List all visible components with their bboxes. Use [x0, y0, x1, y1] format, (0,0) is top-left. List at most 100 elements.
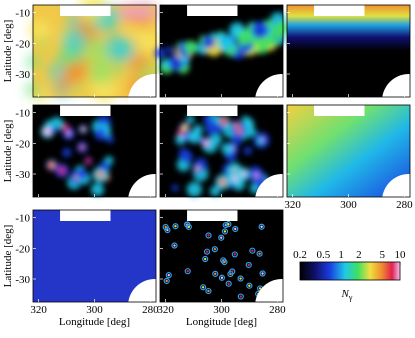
map-panel — [32, 104, 182, 228]
map-blob — [137, 30, 160, 53]
map-blob — [254, 173, 259, 178]
map-source — [185, 223, 192, 230]
map-blob — [81, 127, 86, 132]
map-source — [187, 225, 191, 229]
map-blob — [270, 25, 285, 39]
mask-notch — [187, 105, 238, 116]
map-source — [223, 260, 226, 264]
map-blob — [106, 135, 115, 144]
map-source — [246, 282, 253, 289]
map-panel — [154, 4, 309, 128]
map-blob — [186, 115, 195, 124]
map-blob — [205, 121, 220, 136]
map-source — [247, 263, 250, 267]
map-source — [227, 282, 230, 285]
map-source — [211, 246, 218, 253]
map-blob — [88, 59, 115, 85]
map-blob — [119, 5, 156, 17]
map-source — [214, 272, 217, 276]
map-blob — [50, 116, 64, 131]
map-blob — [184, 40, 198, 55]
x-axis-label: Longitude [deg] — [59, 316, 130, 328]
map-source — [186, 269, 189, 273]
y-tick-label: -20 — [15, 138, 30, 150]
map-blob — [79, 145, 85, 150]
map-panel — [32, 209, 182, 333]
map-blob — [217, 35, 235, 52]
map-source — [174, 225, 177, 228]
map-source — [207, 289, 210, 293]
mask-notch — [314, 105, 365, 116]
map-blob — [242, 117, 254, 128]
x-axis-label: Longitude [deg] — [186, 316, 257, 328]
map-source — [165, 279, 168, 283]
x-tick-label: 320 — [30, 304, 47, 316]
colorbar-label: Nγ — [341, 288, 353, 302]
mask-notch — [314, 5, 365, 16]
map-blob — [66, 131, 71, 136]
map-blob — [195, 166, 200, 171]
map-blob — [256, 138, 264, 145]
map-source — [237, 293, 244, 300]
mask-notch — [60, 105, 111, 116]
map-bg — [287, 105, 410, 197]
mask-notch — [187, 210, 238, 221]
y-tick-label: -30 — [15, 274, 30, 286]
map-blob — [202, 35, 216, 49]
map-source — [239, 295, 243, 298]
map-blob — [76, 168, 88, 180]
map-bg — [33, 210, 156, 302]
x-tick-label: 300 — [340, 199, 357, 211]
colorbar-tick-label: 5 — [380, 249, 386, 261]
colorbar-label-sub: γ — [348, 293, 353, 302]
map-panel — [159, 209, 309, 333]
map-blob — [43, 127, 52, 136]
map-source — [167, 273, 170, 277]
map-bg — [287, 5, 410, 97]
colorbar-tick-label: 2 — [356, 249, 362, 261]
y-tick-label: -10 — [15, 108, 30, 120]
map-blob — [231, 134, 243, 145]
map-blob — [175, 134, 186, 145]
mask-notch — [60, 5, 111, 16]
map-blob — [171, 184, 179, 192]
map-blob — [55, 79, 69, 93]
map-source — [251, 249, 254, 252]
map-panel — [286, 104, 415, 228]
map-texture — [154, 12, 290, 75]
map-blob — [234, 122, 240, 129]
map-source — [225, 280, 232, 287]
map-blob — [237, 29, 253, 46]
map-blob — [50, 126, 58, 134]
map-source — [173, 244, 176, 247]
x-tick-label: 280 — [269, 304, 286, 316]
map-source — [205, 232, 212, 239]
map-source — [201, 286, 205, 289]
map-blob — [90, 183, 104, 197]
map-source — [200, 284, 207, 291]
map-blob — [203, 139, 210, 146]
colorbar-label-main: N — [341, 288, 350, 300]
y-axis-label: Latitude [deg] — [2, 120, 14, 183]
map-blob — [47, 161, 56, 170]
map-blob — [181, 124, 189, 131]
map-blob — [166, 46, 174, 54]
map-source — [223, 230, 227, 233]
map-blob — [180, 55, 190, 65]
map-source — [221, 258, 228, 266]
map-blob — [73, 82, 85, 93]
map-blob — [99, 161, 110, 172]
map-source — [234, 227, 237, 231]
x-tick-label: 300 — [213, 304, 230, 316]
map-source — [204, 257, 207, 261]
map-source — [163, 277, 170, 285]
map-source — [205, 250, 209, 253]
colorbar-tick-label: 0.5 — [317, 249, 331, 261]
map-blob — [180, 150, 193, 163]
map-source — [207, 234, 210, 237]
map-texture — [26, 0, 160, 103]
mask-notch — [60, 210, 111, 221]
map-source — [220, 276, 224, 279]
map-source — [218, 234, 225, 241]
